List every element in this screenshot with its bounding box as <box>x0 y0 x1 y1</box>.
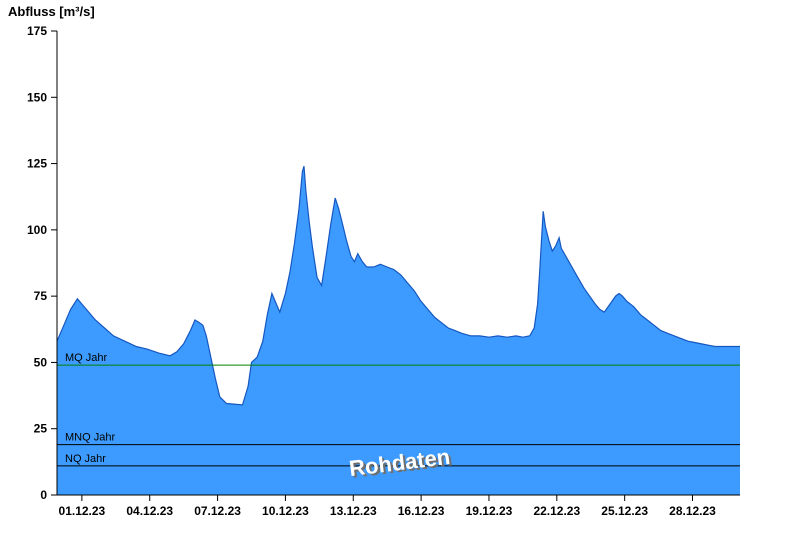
x-tick-label: 04.12.23 <box>126 504 173 518</box>
y-tick-label: 50 <box>34 355 48 369</box>
reference-label-mq-jahr: MQ Jahr <box>65 352 108 364</box>
x-tick-label: 01.12.23 <box>59 504 106 518</box>
y-tick-label: 0 <box>40 488 47 502</box>
y-tick-label: 75 <box>34 289 48 303</box>
x-tick-label: 28.12.23 <box>669 504 716 518</box>
x-tick-label: 19.12.23 <box>466 504 513 518</box>
x-tick-label: 22.12.23 <box>533 504 580 518</box>
y-tick-label: 175 <box>27 24 47 38</box>
x-tick-label: 10.12.23 <box>262 504 309 518</box>
reference-label-mnq-jahr: MNQ Jahr <box>65 432 115 444</box>
y-tick-label: 150 <box>27 90 47 104</box>
discharge-area <box>57 166 740 495</box>
reference-label-nq-jahr: NQ Jahr <box>65 453 106 465</box>
x-tick-label: 07.12.23 <box>194 504 241 518</box>
discharge-line <box>56 166 740 406</box>
x-tick-label: 25.12.23 <box>601 504 648 518</box>
chart-title: Abfluss [m³/s] <box>8 4 95 19</box>
y-tick-label: 125 <box>27 157 47 171</box>
x-tick-label: 13.12.23 <box>330 504 377 518</box>
y-tick-label: 25 <box>34 422 48 436</box>
x-tick-label: 16.12.23 <box>398 504 445 518</box>
y-tick-label: 100 <box>27 223 47 237</box>
